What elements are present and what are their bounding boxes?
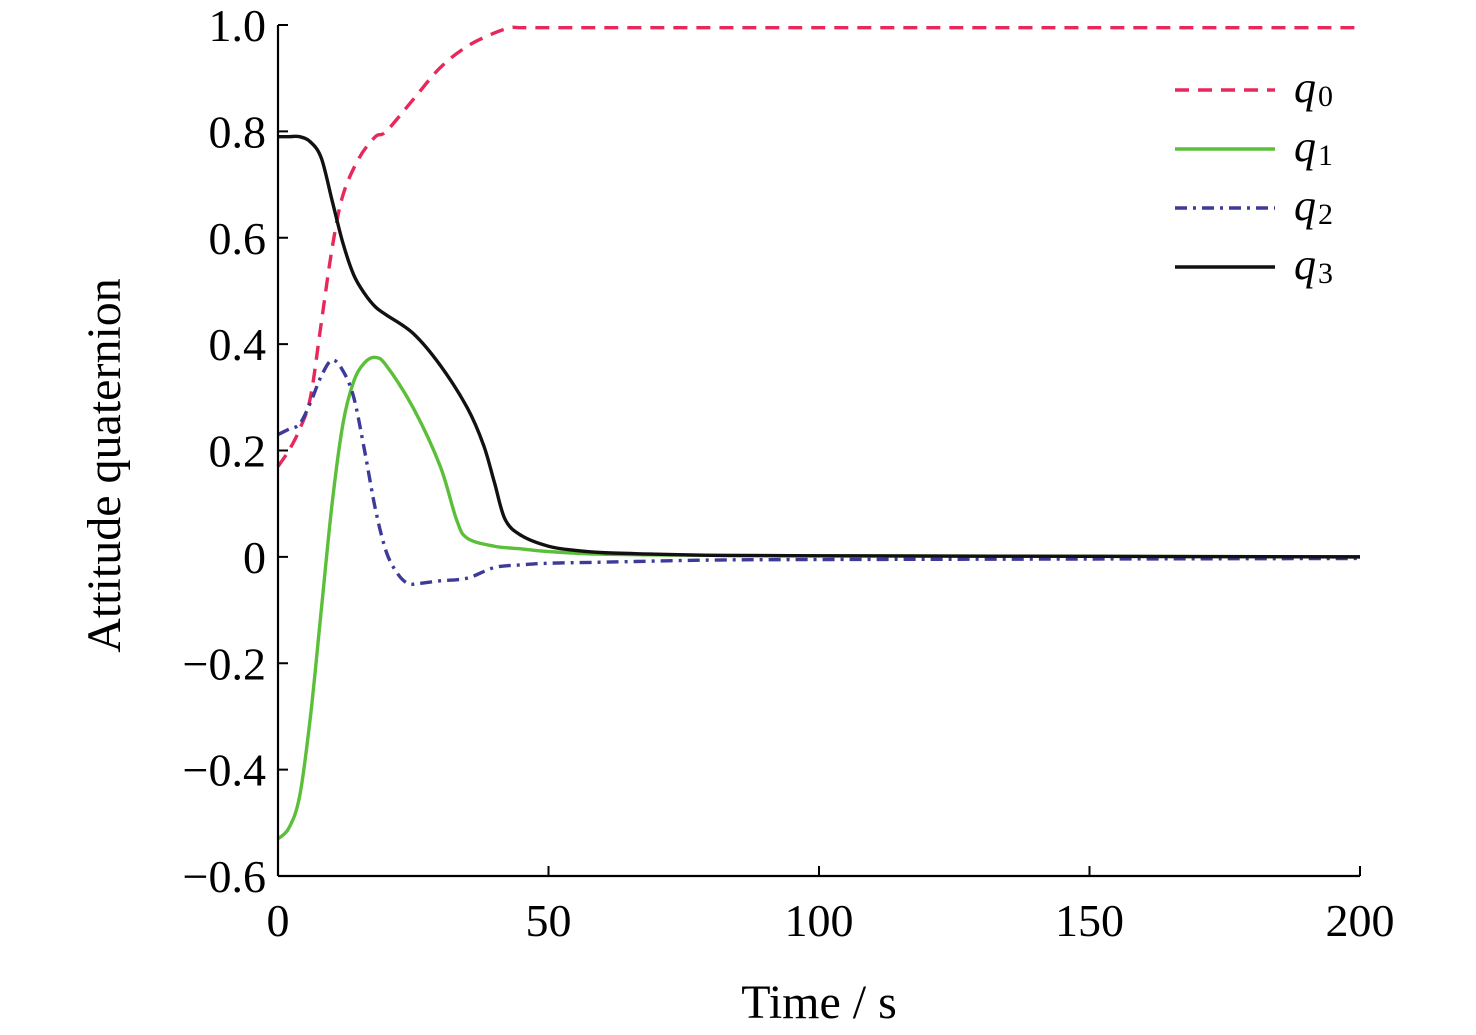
axes-layer [276,25,1360,878]
x-tick-label: 50 [526,895,572,946]
legend-label-q1: q1 [1294,122,1333,172]
legend-label-subscript: 1 [1318,139,1333,172]
legend-label-base: q [1294,63,1316,112]
legend-label-subscript: 2 [1318,198,1333,231]
y-ticks: −0.6 −0.4 −0.2 0 0.2 0.4 0.6 0.8 1.0 [183,0,288,902]
series-layer [276,25,1361,841]
y-axis-title: Attitude quaternion [78,278,131,653]
series-line-q2 [277,358,1361,587]
y-tick-label: 1.0 [209,0,267,51]
series-line-q1 [276,355,1361,841]
x-ticks: 0 50 100 150 200 [267,866,1395,946]
x-tick-label: 0 [267,895,290,946]
x-axis-title: Time / s [741,976,897,1029]
legend-label-subscript: 0 [1318,80,1333,113]
legend-label-base: q [1294,181,1316,230]
legend-label-subscript: 3 [1318,257,1333,290]
legend-label-q3: q3 [1294,240,1333,290]
y-tick-label: 0.8 [209,106,267,157]
legend-label-base: q [1294,240,1316,289]
y-tick-label: −0.4 [183,745,266,796]
legend-label-q2: q2 [1294,181,1333,231]
y-tick-label: 0 [243,532,266,583]
y-tick-label: −0.6 [183,851,266,902]
x-tick-label: 100 [785,895,854,946]
y-tick-label: 0.6 [209,213,267,264]
series-line-q3 [278,134,1361,559]
legend-label-base: q [1294,122,1316,171]
y-tick-label: 0.4 [209,319,267,370]
y-tick-label: 0.2 [209,426,267,477]
series-line-q0 [276,25,1360,468]
legend-label-q0: q0 [1294,63,1333,113]
x-tick-label: 200 [1326,895,1395,946]
x-tick-label: 150 [1055,895,1124,946]
y-tick-label: −0.2 [183,638,266,689]
